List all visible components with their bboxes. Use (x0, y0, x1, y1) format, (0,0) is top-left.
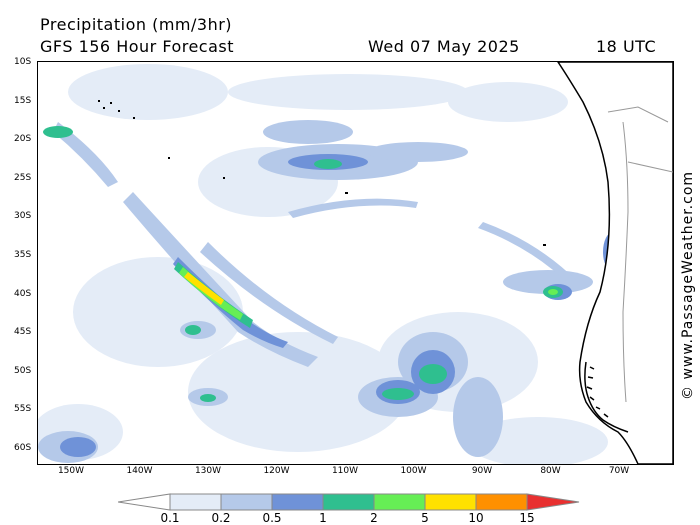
colorbar-label-0: 0.1 (160, 511, 180, 525)
lon-label-70W: 70W (608, 466, 630, 476)
lat-label-20S: 20S (14, 134, 32, 145)
lon-label-130W: 130W (194, 466, 222, 476)
lat-label-60S: 60S (14, 443, 32, 453)
south-america-land (557, 62, 673, 464)
colorbar-label-4: 2 (370, 511, 378, 525)
lon-label-80W: 80W (540, 466, 561, 476)
colorbar-label-7: 15 (519, 511, 535, 525)
colorbar-bin-4 (322, 493, 375, 511)
lat-label-15S: 15S (14, 95, 32, 106)
colorbar-label-3: 1 (319, 511, 327, 525)
lat-label-30S: 30S (14, 211, 32, 222)
forecast-label: GFS 156 Hour Forecast (40, 37, 235, 56)
valid-date: Wed 07 May 2025 (368, 37, 520, 56)
lon-label-110W: 110W (331, 466, 359, 476)
colorbar-label-5: 5 (421, 511, 429, 525)
map-canvas (38, 62, 673, 464)
precip-yellow-areas (184, 272, 224, 305)
lat-label-25S: 25S (14, 172, 32, 183)
lon-label-100W: 100W (400, 466, 427, 476)
colorbar-bin-6 (424, 493, 477, 511)
lon-label-140W: 140W (126, 466, 153, 476)
colorbar-label-1: 0.2 (211, 511, 231, 525)
lat-label-35S: 35S (14, 250, 32, 260)
lon-label-90W: 90W (471, 466, 493, 476)
lat-label-10S: 10S (14, 57, 32, 67)
chile-coastline-detail (584, 361, 629, 433)
colorbar-bin-3 (271, 493, 324, 511)
pacific-islands (98, 100, 546, 246)
colorbar-bin-1 (169, 493, 222, 511)
colorbar-label-2: 0.5 (262, 511, 282, 525)
colorbar-bin-8 (526, 493, 580, 511)
colorbar-label-6: 10 (468, 511, 484, 525)
colorbar (118, 493, 580, 511)
valid-time: 18 UTC (596, 37, 657, 56)
map-title: Precipitation (mm/3hr) (40, 15, 233, 34)
credit-label: © www.PassageWeather.com (680, 170, 696, 400)
colorbar-bin-5 (373, 493, 426, 511)
colorbar-bin-2 (220, 493, 273, 511)
country-borders (607, 106, 673, 403)
colorbar-bin-0 (118, 493, 171, 511)
lon-label-120W: 120W (263, 466, 290, 476)
lat-label-40S: 40S (14, 288, 32, 299)
lon-label-150W: 150W (57, 466, 85, 476)
lat-label-55S: 55S (14, 404, 32, 415)
lat-label-50S: 50S (14, 365, 32, 376)
colorbar-bin-7 (475, 493, 528, 511)
precipitation-map (37, 61, 674, 465)
lat-label-45S: 45S (14, 327, 32, 338)
